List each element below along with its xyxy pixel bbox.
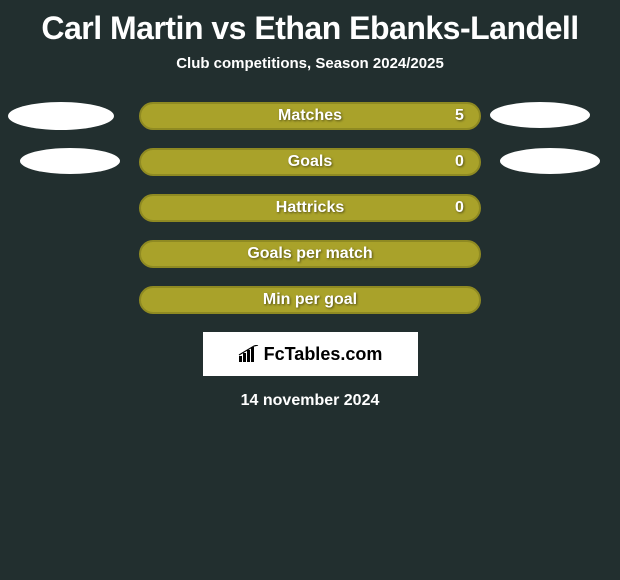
- date-label: 14 november 2024: [0, 392, 620, 410]
- stat-label: Min per goal: [263, 291, 357, 309]
- page-subtitle: Club competitions, Season 2024/2025: [0, 55, 620, 72]
- stat-value: 0: [455, 199, 464, 217]
- stat-label: Hattricks: [276, 199, 344, 217]
- stat-row-hattricks: Hattricks 0: [0, 194, 620, 222]
- logo-inner: FcTables.com: [238, 344, 383, 365]
- stat-label: Goals: [288, 153, 332, 171]
- stat-row-matches: Matches 5: [0, 102, 620, 130]
- page-title: Carl Martin vs Ethan Ebanks-Landell: [0, 0, 620, 47]
- source-logo: FcTables.com: [203, 332, 418, 376]
- stat-row-min-per-goal: Min per goal: [0, 286, 620, 314]
- logo-text: FcTables.com: [264, 344, 383, 365]
- comparison-chart: Matches 5 Goals 0 Hattricks 0 Goals per …: [0, 102, 620, 314]
- stat-value: 0: [455, 153, 464, 171]
- stat-label: Matches: [278, 107, 342, 125]
- stat-row-goals-per-match: Goals per match: [0, 240, 620, 268]
- stat-value: 5: [455, 107, 464, 125]
- stat-row-goals: Goals 0: [0, 148, 620, 176]
- bar-chart-icon: [238, 345, 260, 363]
- stat-label: Goals per match: [247, 245, 372, 263]
